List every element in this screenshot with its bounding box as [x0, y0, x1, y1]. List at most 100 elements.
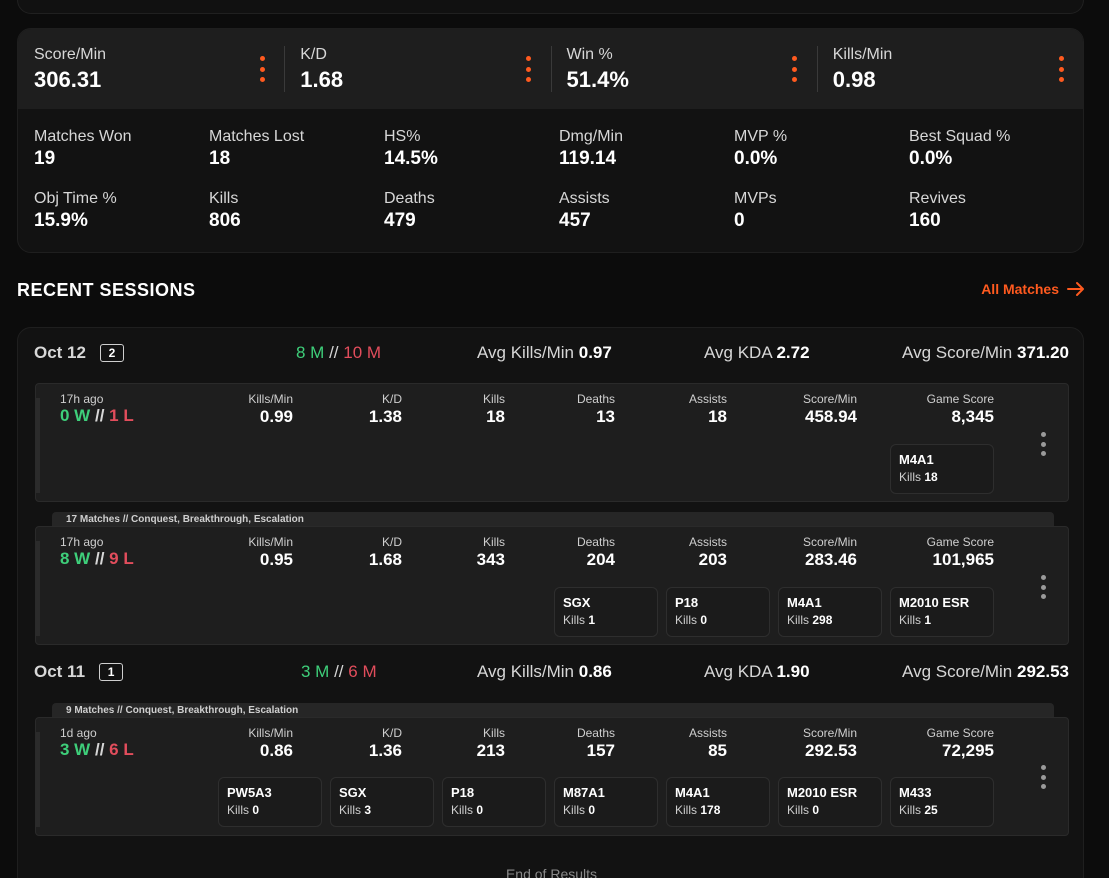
- weapon-card[interactable]: P18 Kills 0: [666, 587, 770, 637]
- all-matches-label: All Matches: [981, 281, 1059, 297]
- weapon-card[interactable]: SGX Kills 3: [330, 777, 434, 827]
- session-stat-value: 204: [586, 550, 615, 569]
- weapon-kills: Kills 25: [899, 803, 993, 817]
- weapon-card[interactable]: SGX Kills 1: [554, 587, 658, 637]
- more-options-icon[interactable]: [791, 56, 799, 82]
- session-stat-value: 213: [476, 741, 505, 760]
- end-of-results-text: End of Results: [505, 866, 598, 878]
- stat-matches-lost: Matches Lost 18: [209, 128, 384, 170]
- weapon-card[interactable]: M87A1 Kills 0: [554, 777, 658, 827]
- stat-value: 0: [734, 210, 745, 231]
- more-options-icon[interactable]: [1057, 56, 1065, 82]
- weapon-kills-label: Kills: [451, 803, 474, 817]
- more-options-icon[interactable]: [525, 56, 533, 82]
- session-stat-value: 18: [486, 407, 505, 426]
- session-stat-label: Assists: [688, 392, 727, 406]
- session-stat-assists: Assists 203: [689, 535, 727, 570]
- weapon-card[interactable]: M2010 ESR Kills 0: [778, 777, 882, 827]
- more-options-icon[interactable]: [258, 56, 266, 82]
- stat-label: Deaths: [384, 190, 435, 207]
- session-stat-assists: Assists 18: [689, 392, 727, 427]
- highlight-win-pct: Win % 51.4%: [550, 29, 817, 109]
- session-stat-game-score: Game Score 72,295: [927, 726, 994, 761]
- session-stat-deaths: Deaths 204: [577, 535, 615, 570]
- session-stat-value: 458.94: [805, 407, 857, 426]
- sessions-card: Oct 12 2 8 M // 10 M Avg Kills/Min 0.97 …: [17, 327, 1084, 878]
- day-match-record: 3 M // 6 M: [301, 662, 377, 682]
- session-stat-label: Kills/Min: [248, 535, 293, 549]
- session-stat-value: 203: [698, 550, 727, 569]
- day-avg-value: 371.20: [1017, 343, 1069, 362]
- day-date: Oct 11: [34, 662, 86, 681]
- day-avg-label: Avg Kills/Min: [477, 343, 574, 362]
- stat-assists: Assists 457: [559, 190, 734, 232]
- weapon-kills-value: 1: [924, 613, 932, 627]
- stat-kills: Kills 806: [209, 190, 384, 232]
- weapon-card[interactable]: M4A1 Kills 18: [890, 444, 994, 494]
- weapon-card[interactable]: P18 Kills 0: [442, 777, 546, 827]
- weapon-kills: Kills 1: [563, 613, 657, 627]
- weapon-name: SGX: [339, 785, 367, 800]
- session-losses: 1 L: [109, 406, 134, 425]
- weapon-kills-label: Kills: [675, 803, 698, 817]
- day-avg-value: 1.90: [776, 662, 810, 681]
- stat-value: 19: [34, 148, 56, 169]
- session-stat-kills-min: Kills/Min 0.86: [248, 726, 293, 761]
- session-stat-label: Assists: [688, 535, 727, 549]
- session-stat-value: 0.95: [259, 550, 293, 569]
- session-stat-label: Deaths: [576, 726, 615, 740]
- weapon-kills-value: 0: [252, 803, 260, 817]
- weapon-card[interactable]: M4A1 Kills 298: [778, 587, 882, 637]
- session-more-options-icon[interactable]: [1040, 432, 1046, 456]
- record-separator: //: [94, 406, 105, 425]
- all-matches-link[interactable]: All Matches: [981, 281, 1085, 297]
- session-stat-label: Kills: [482, 726, 505, 740]
- session-losses: 9 L: [109, 549, 134, 568]
- day-avg-label: Avg Score/Min: [902, 662, 1013, 681]
- session-more-options-icon[interactable]: [1040, 575, 1046, 599]
- day-wins: 3 M: [301, 662, 330, 681]
- stat-label: Obj Time %: [34, 190, 117, 207]
- highlight-label: K/D: [300, 46, 327, 63]
- day-avg-kda: Avg KDA 1.90: [704, 662, 810, 682]
- session-row[interactable]: 1d ago 3 W // 6 L Kills/Min 0.86 K/D 1.36 …: [35, 717, 1069, 836]
- weapon-card[interactable]: M2010 ESR Kills 1: [890, 587, 994, 637]
- session-stat-kills: Kills 18: [483, 392, 505, 427]
- stat-revives: Revives 160: [909, 190, 1083, 232]
- stat-label: Dmg/Min: [559, 128, 624, 145]
- stat-value: 14.5%: [384, 148, 438, 169]
- session-win-loss: 0 W // 1 L: [60, 406, 134, 426]
- session-row[interactable]: 17h ago 0 W // 1 L Kills/Min 0.99 K/D 1.38…: [35, 383, 1069, 502]
- session-stat-kills: Kills 343: [477, 535, 505, 570]
- day-avg-value: 2.72: [776, 343, 810, 362]
- weapon-card[interactable]: M433 Kills 25: [890, 777, 994, 827]
- day-wins: 8 M: [296, 343, 325, 362]
- record-separator: //: [334, 662, 344, 681]
- day-avg-score-min: Avg Score/Min 292.53: [902, 662, 1069, 682]
- weapon-kills-label: Kills: [899, 803, 922, 817]
- stat-label: MVPs: [734, 190, 777, 207]
- session-wins: 3 W: [60, 740, 91, 759]
- day-avg-kills-min: Avg Kills/Min 0.97: [477, 343, 612, 363]
- session-stat-deaths: Deaths 13: [577, 392, 615, 427]
- highlight-value: 1.68: [300, 67, 344, 92]
- session-stat-value: 157: [586, 741, 615, 760]
- highlight-score-min: Score/Min 306.31: [18, 29, 284, 109]
- weapon-kills-value: 0: [588, 803, 596, 817]
- stat-label: Matches Won: [34, 128, 132, 145]
- highlight-label: Kills/Min: [832, 46, 893, 63]
- weapon-kills: Kills 0: [227, 803, 321, 817]
- weapon-kills-label: Kills: [787, 613, 810, 627]
- weapon-name: M87A1: [563, 785, 605, 800]
- session-row[interactable]: 17h ago 8 W // 9 L Kills/Min 0.95 K/D 1.68…: [35, 526, 1069, 645]
- day-session-count-badge: 2: [99, 344, 124, 362]
- weapon-kills-value: 3: [364, 803, 372, 817]
- weapon-card[interactable]: M4A1 Kills 178: [666, 777, 770, 827]
- weapon-kills: Kills 3: [339, 803, 433, 817]
- weapon-card[interactable]: PW5A3 Kills 0: [218, 777, 322, 827]
- session-more-options-icon[interactable]: [1040, 765, 1046, 789]
- stat-value: 806: [209, 210, 241, 231]
- day-avg-value: 0.86: [578, 662, 612, 681]
- session-stat-value: 1.68: [368, 550, 402, 569]
- day-avg-value: 292.53: [1017, 662, 1069, 681]
